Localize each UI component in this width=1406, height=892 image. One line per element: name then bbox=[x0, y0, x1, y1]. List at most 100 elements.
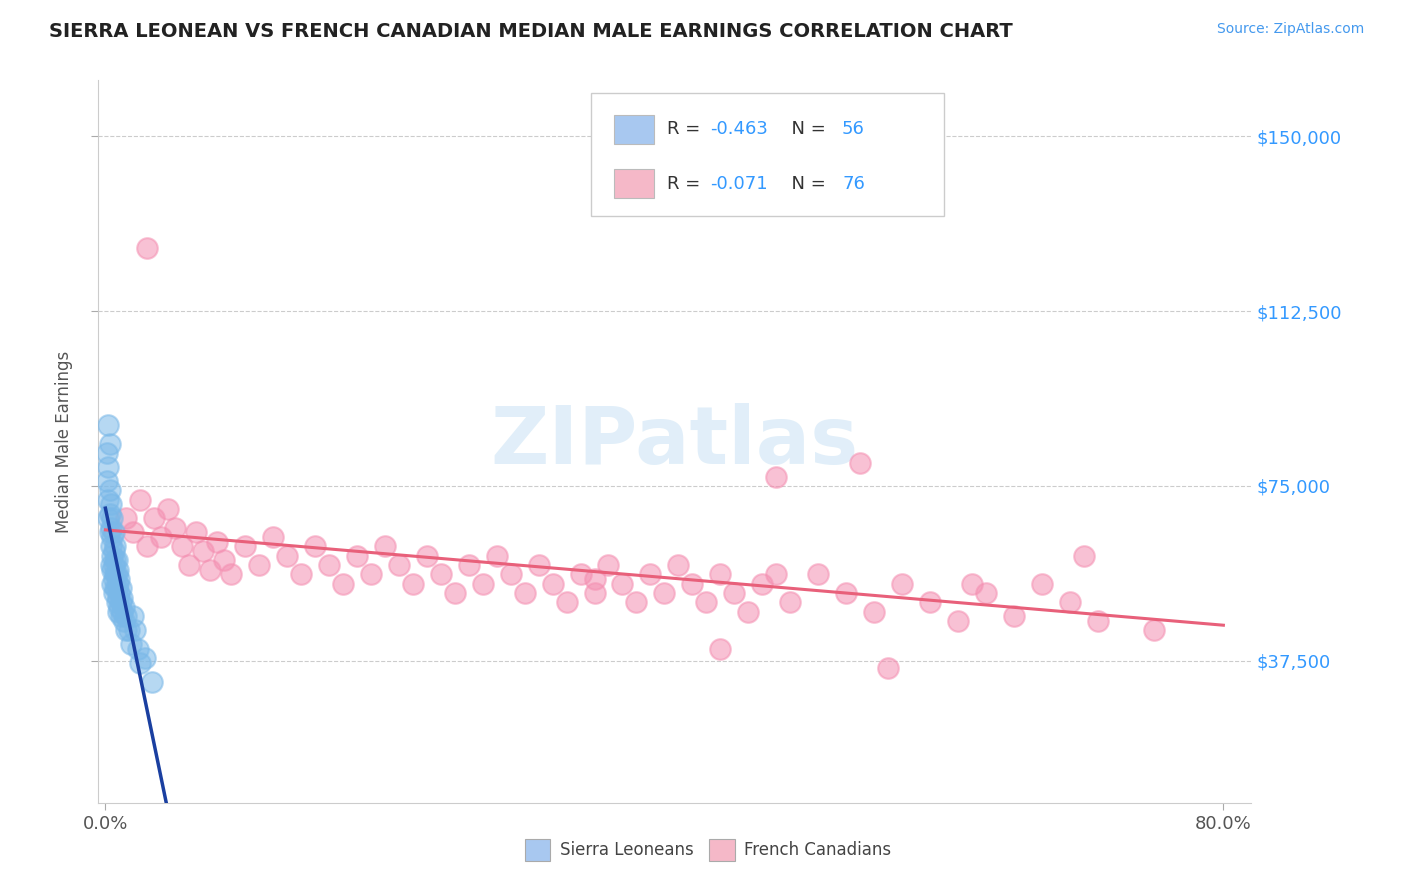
Point bbox=[612, 576, 634, 591]
Point bbox=[416, 549, 439, 563]
Point bbox=[849, 456, 872, 470]
Point bbox=[110, 595, 132, 609]
Point bbox=[233, 540, 256, 554]
Text: -0.463: -0.463 bbox=[710, 120, 769, 138]
Point bbox=[101, 530, 124, 544]
Point bbox=[112, 600, 135, 615]
Point bbox=[105, 582, 128, 596]
FancyBboxPatch shape bbox=[591, 93, 943, 216]
Point bbox=[186, 525, 208, 540]
Point bbox=[779, 595, 801, 609]
Point bbox=[835, 586, 858, 600]
Point bbox=[709, 642, 731, 657]
Text: N =: N = bbox=[780, 120, 831, 138]
Point bbox=[974, 586, 997, 600]
Point bbox=[695, 595, 717, 609]
Point bbox=[115, 511, 138, 525]
Text: French Canadians: French Canadians bbox=[744, 841, 891, 859]
Point bbox=[143, 511, 166, 525]
Point bbox=[891, 576, 914, 591]
Point bbox=[1002, 609, 1025, 624]
Point bbox=[179, 558, 201, 572]
Point bbox=[388, 558, 411, 572]
Point bbox=[101, 511, 124, 525]
Point bbox=[640, 567, 662, 582]
Point bbox=[104, 567, 127, 582]
Point bbox=[737, 605, 759, 619]
Point bbox=[107, 591, 129, 605]
Point bbox=[583, 572, 606, 586]
Point bbox=[360, 567, 382, 582]
Point bbox=[332, 576, 354, 591]
Point bbox=[110, 582, 132, 596]
FancyBboxPatch shape bbox=[524, 838, 550, 861]
Point bbox=[97, 460, 120, 475]
Point bbox=[1031, 576, 1053, 591]
Point bbox=[583, 586, 606, 600]
Point bbox=[569, 567, 592, 582]
Point bbox=[107, 563, 129, 577]
Point bbox=[765, 469, 787, 483]
Point bbox=[430, 567, 453, 582]
Point bbox=[115, 609, 138, 624]
Point bbox=[122, 609, 145, 624]
Point bbox=[108, 586, 131, 600]
Point bbox=[318, 558, 340, 572]
Point bbox=[110, 609, 132, 624]
Text: ZIPatlas: ZIPatlas bbox=[491, 402, 859, 481]
Point bbox=[103, 586, 125, 600]
Point bbox=[863, 605, 886, 619]
Point bbox=[97, 492, 120, 507]
Point bbox=[98, 483, 121, 498]
Point bbox=[262, 530, 284, 544]
Point bbox=[136, 241, 159, 255]
Point bbox=[751, 576, 773, 591]
Point bbox=[471, 576, 494, 591]
Text: -0.071: -0.071 bbox=[710, 175, 768, 193]
Point bbox=[122, 525, 145, 540]
Text: N =: N = bbox=[780, 175, 831, 193]
Point bbox=[527, 558, 550, 572]
Point bbox=[709, 567, 731, 582]
Point bbox=[1142, 624, 1164, 638]
Point bbox=[105, 567, 128, 582]
Text: 56: 56 bbox=[842, 120, 865, 138]
Text: R =: R = bbox=[666, 120, 706, 138]
Point bbox=[115, 624, 138, 638]
Point bbox=[101, 549, 124, 563]
Point bbox=[276, 549, 298, 563]
Point bbox=[101, 563, 124, 577]
Point bbox=[1059, 595, 1081, 609]
Point bbox=[108, 600, 131, 615]
Point bbox=[157, 502, 180, 516]
Point bbox=[107, 605, 129, 619]
Point bbox=[304, 540, 326, 554]
FancyBboxPatch shape bbox=[614, 115, 654, 144]
Point bbox=[100, 521, 122, 535]
Point bbox=[96, 474, 118, 488]
Text: Source: ZipAtlas.com: Source: ZipAtlas.com bbox=[1216, 22, 1364, 37]
Point bbox=[104, 582, 127, 596]
Point bbox=[946, 614, 969, 628]
Point bbox=[681, 576, 703, 591]
Point bbox=[807, 567, 830, 582]
Point bbox=[101, 576, 124, 591]
Point bbox=[105, 595, 128, 609]
Point bbox=[555, 595, 578, 609]
Point bbox=[100, 540, 122, 554]
Point bbox=[100, 498, 122, 512]
Point bbox=[103, 558, 125, 572]
Point bbox=[98, 525, 121, 540]
Point bbox=[111, 591, 134, 605]
FancyBboxPatch shape bbox=[710, 838, 735, 861]
Point bbox=[960, 576, 983, 591]
Point bbox=[457, 558, 479, 572]
Point bbox=[104, 540, 127, 554]
Point bbox=[100, 558, 122, 572]
Point bbox=[598, 558, 620, 572]
Point bbox=[499, 567, 522, 582]
Point bbox=[513, 586, 536, 600]
Point bbox=[136, 540, 159, 554]
Point bbox=[877, 660, 900, 674]
Point bbox=[96, 446, 118, 460]
